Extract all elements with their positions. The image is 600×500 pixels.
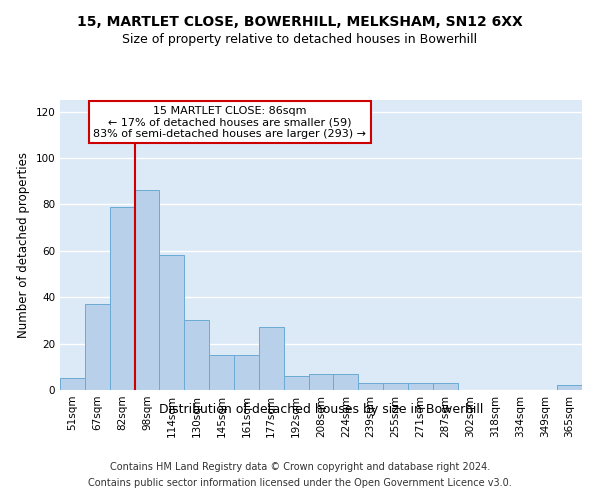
Text: Contains public sector information licensed under the Open Government Licence v3: Contains public sector information licen… xyxy=(88,478,512,488)
Bar xyxy=(184,320,209,390)
Bar xyxy=(259,328,284,390)
Text: Contains HM Land Registry data © Crown copyright and database right 2024.: Contains HM Land Registry data © Crown c… xyxy=(110,462,490,472)
Text: Size of property relative to detached houses in Bowerhill: Size of property relative to detached ho… xyxy=(122,32,478,46)
Bar xyxy=(308,374,334,390)
Bar xyxy=(160,256,184,390)
Text: 15 MARTLET CLOSE: 86sqm
← 17% of detached houses are smaller (59)
83% of semi-de: 15 MARTLET CLOSE: 86sqm ← 17% of detache… xyxy=(93,106,366,139)
Bar xyxy=(234,355,259,390)
Y-axis label: Number of detached properties: Number of detached properties xyxy=(17,152,30,338)
Bar xyxy=(134,190,160,390)
Bar xyxy=(408,383,433,390)
Bar xyxy=(557,386,582,390)
Text: Distribution of detached houses by size in Bowerhill: Distribution of detached houses by size … xyxy=(159,402,483,415)
Bar xyxy=(85,304,110,390)
Bar xyxy=(334,374,358,390)
Bar xyxy=(433,383,458,390)
Bar xyxy=(358,383,383,390)
Bar xyxy=(60,378,85,390)
Bar xyxy=(209,355,234,390)
Bar xyxy=(284,376,308,390)
Bar xyxy=(383,383,408,390)
Text: 15, MARTLET CLOSE, BOWERHILL, MELKSHAM, SN12 6XX: 15, MARTLET CLOSE, BOWERHILL, MELKSHAM, … xyxy=(77,15,523,29)
Bar xyxy=(110,206,134,390)
